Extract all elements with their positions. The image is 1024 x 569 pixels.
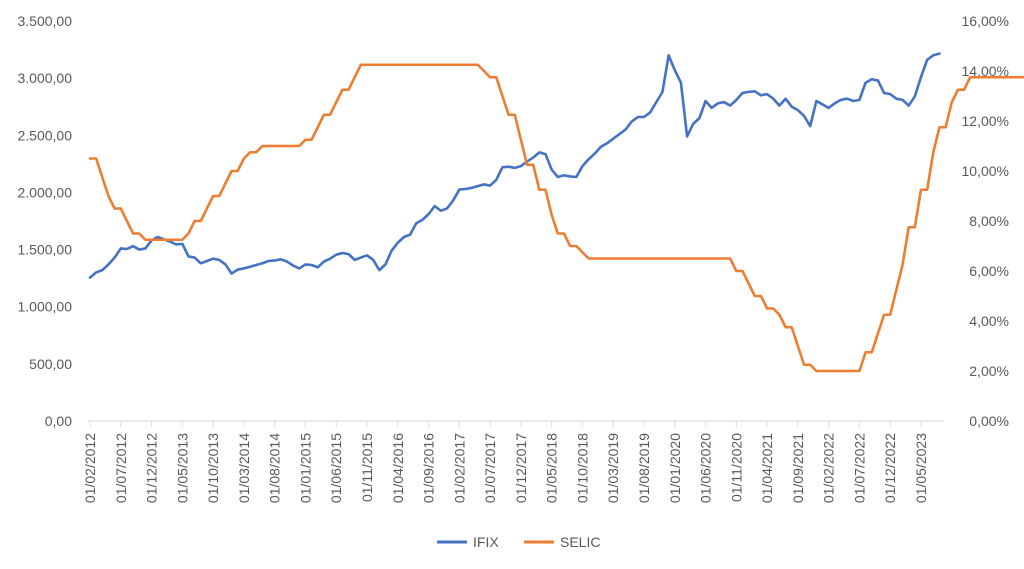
x-tick-label: 01/10/2018 (574, 433, 590, 503)
left-tick-label: 2.000,00 (18, 184, 73, 200)
right-tick-label: 6,00% (969, 263, 1009, 279)
x-tick-label: 01/07/2017 (482, 433, 498, 503)
right-tick-label: 10,00% (962, 163, 1009, 179)
x-tick-label: 01/02/2012 (82, 433, 98, 503)
x-tick-label: 01/12/2012 (144, 433, 160, 503)
left-tick-label: 3.000,00 (18, 70, 73, 86)
x-tick-label: 01/02/2022 (821, 433, 837, 503)
x-tick-label: 01/07/2022 (851, 433, 867, 503)
x-tick-label: 01/03/2019 (605, 433, 621, 503)
x-tick-label: 01/03/2014 (236, 433, 252, 503)
right-tick-label: 0,00% (969, 413, 1009, 429)
x-tick-label: 01/04/2016 (390, 433, 406, 503)
x-tick-label: 01/07/2012 (113, 433, 129, 503)
x-tick-label: 01/01/2020 (667, 433, 683, 503)
right-tick-label: 14,00% (962, 63, 1009, 79)
right-tick-label: 16,00% (962, 13, 1009, 29)
left-y-axis: 0,00 500,00 1.000,00 1.500,00 2.000,00 2.500,… (18, 13, 73, 429)
left-tick-label: 1.000,00 (18, 299, 73, 315)
x-tick-label: 01/05/2013 (174, 433, 190, 503)
x-tick-label: 01/08/2014 (267, 433, 283, 503)
right-tick-label: 8,00% (969, 213, 1009, 229)
x-tick-label: 01/12/2022 (882, 433, 898, 503)
x-tick-label: 01/11/2020 (728, 433, 744, 502)
x-tick-label: 01/09/2021 (790, 433, 806, 503)
series-line-ifix (88, 52, 941, 279)
legend-label-selic: SELIC (560, 534, 600, 550)
left-tick-label: 0,00 (45, 413, 72, 429)
right-tick-label: 2,00% (969, 363, 1009, 379)
left-tick-label: 3.500,00 (18, 13, 73, 29)
x-tick-label: 01/10/2013 (205, 433, 221, 503)
x-tick-label: 01/09/2016 (421, 433, 437, 503)
x-tick-label: 01/11/2015 (359, 433, 375, 502)
right-tick-label: 4,00% (969, 313, 1009, 329)
legend: IFIX SELIC (437, 534, 600, 550)
right-y-axis: 0,00% 2,00% 4,00% 6,00% 8,00% 10,00% 12,00% 14,… (962, 13, 1009, 429)
series-line-selic (88, 63, 1024, 373)
x-tick-label: 01/06/2020 (698, 433, 714, 503)
x-tick-label: 01/05/2018 (544, 433, 560, 503)
left-tick-label: 500,00 (29, 356, 72, 372)
series-layer (88, 52, 1024, 373)
x-tick-label: 01/12/2017 (513, 433, 529, 503)
left-tick-label: 1.500,00 (18, 242, 73, 258)
x-tick-label: 01/01/2015 (297, 433, 313, 503)
left-tick-label: 2.500,00 (18, 127, 73, 143)
right-tick-label: 12,00% (962, 113, 1009, 129)
legend-label-ifix: IFIX (473, 534, 499, 550)
x-tick-label: 01/02/2017 (451, 433, 467, 503)
x-tick-label: 01/08/2019 (636, 433, 652, 503)
x-tick-label: 01/06/2015 (328, 433, 344, 503)
x-tick-label: 01/05/2023 (913, 433, 929, 503)
x-tick-label: 01/04/2021 (759, 433, 775, 503)
x-axis: 01/02/2012 01/07/2012 01/12/2012 01/05/2013… (82, 420, 944, 503)
